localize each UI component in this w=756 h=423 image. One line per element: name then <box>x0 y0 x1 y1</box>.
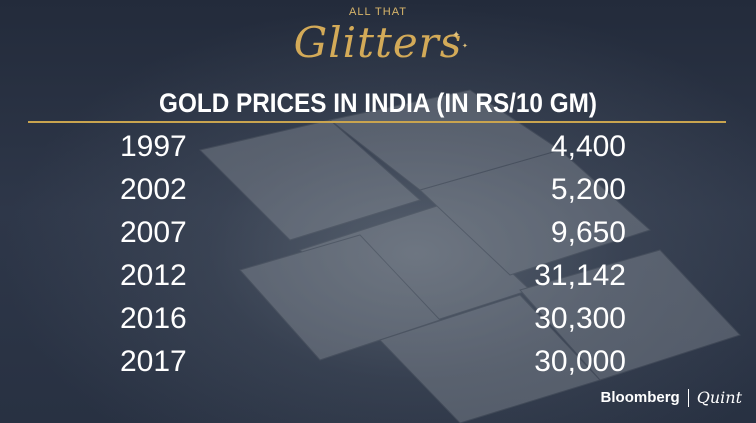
chart-title: GOLD PRICES IN INDIA (IN RS/10 GM) <box>159 88 597 118</box>
brand-logo: Glitters <box>293 18 463 67</box>
table-cell-year: 2002 <box>120 173 187 206</box>
publisher-logo: Bloomberg <box>600 389 680 406</box>
table-cell-price: 31,142 <box>534 259 626 292</box>
table-cell-price: 9,650 <box>550 216 626 249</box>
brand-kicker: ALL THAT <box>349 6 407 18</box>
table-cell-year: 2007 <box>120 216 187 249</box>
title-divider <box>28 121 726 123</box>
sparkle-icon: ✦ <box>452 30 461 41</box>
table-cell-price: 30,000 <box>534 345 626 378</box>
table-cell-year: 2017 <box>120 345 187 378</box>
table-cell-price: 4,400 <box>550 130 626 163</box>
partner-logo: Quint <box>696 388 742 407</box>
logo-divider <box>687 388 689 407</box>
table-cell-year: 2016 <box>120 302 187 335</box>
table-cell-year: 2012 <box>120 259 187 292</box>
table-cell-price: 5,200 <box>550 173 626 206</box>
table-cell-price: 30,300 <box>534 302 626 335</box>
footer-branding: Bloomberg Quint <box>601 388 742 407</box>
table-cell-year: 1997 <box>120 130 187 163</box>
sparkle-icon: ✦ <box>462 43 468 50</box>
